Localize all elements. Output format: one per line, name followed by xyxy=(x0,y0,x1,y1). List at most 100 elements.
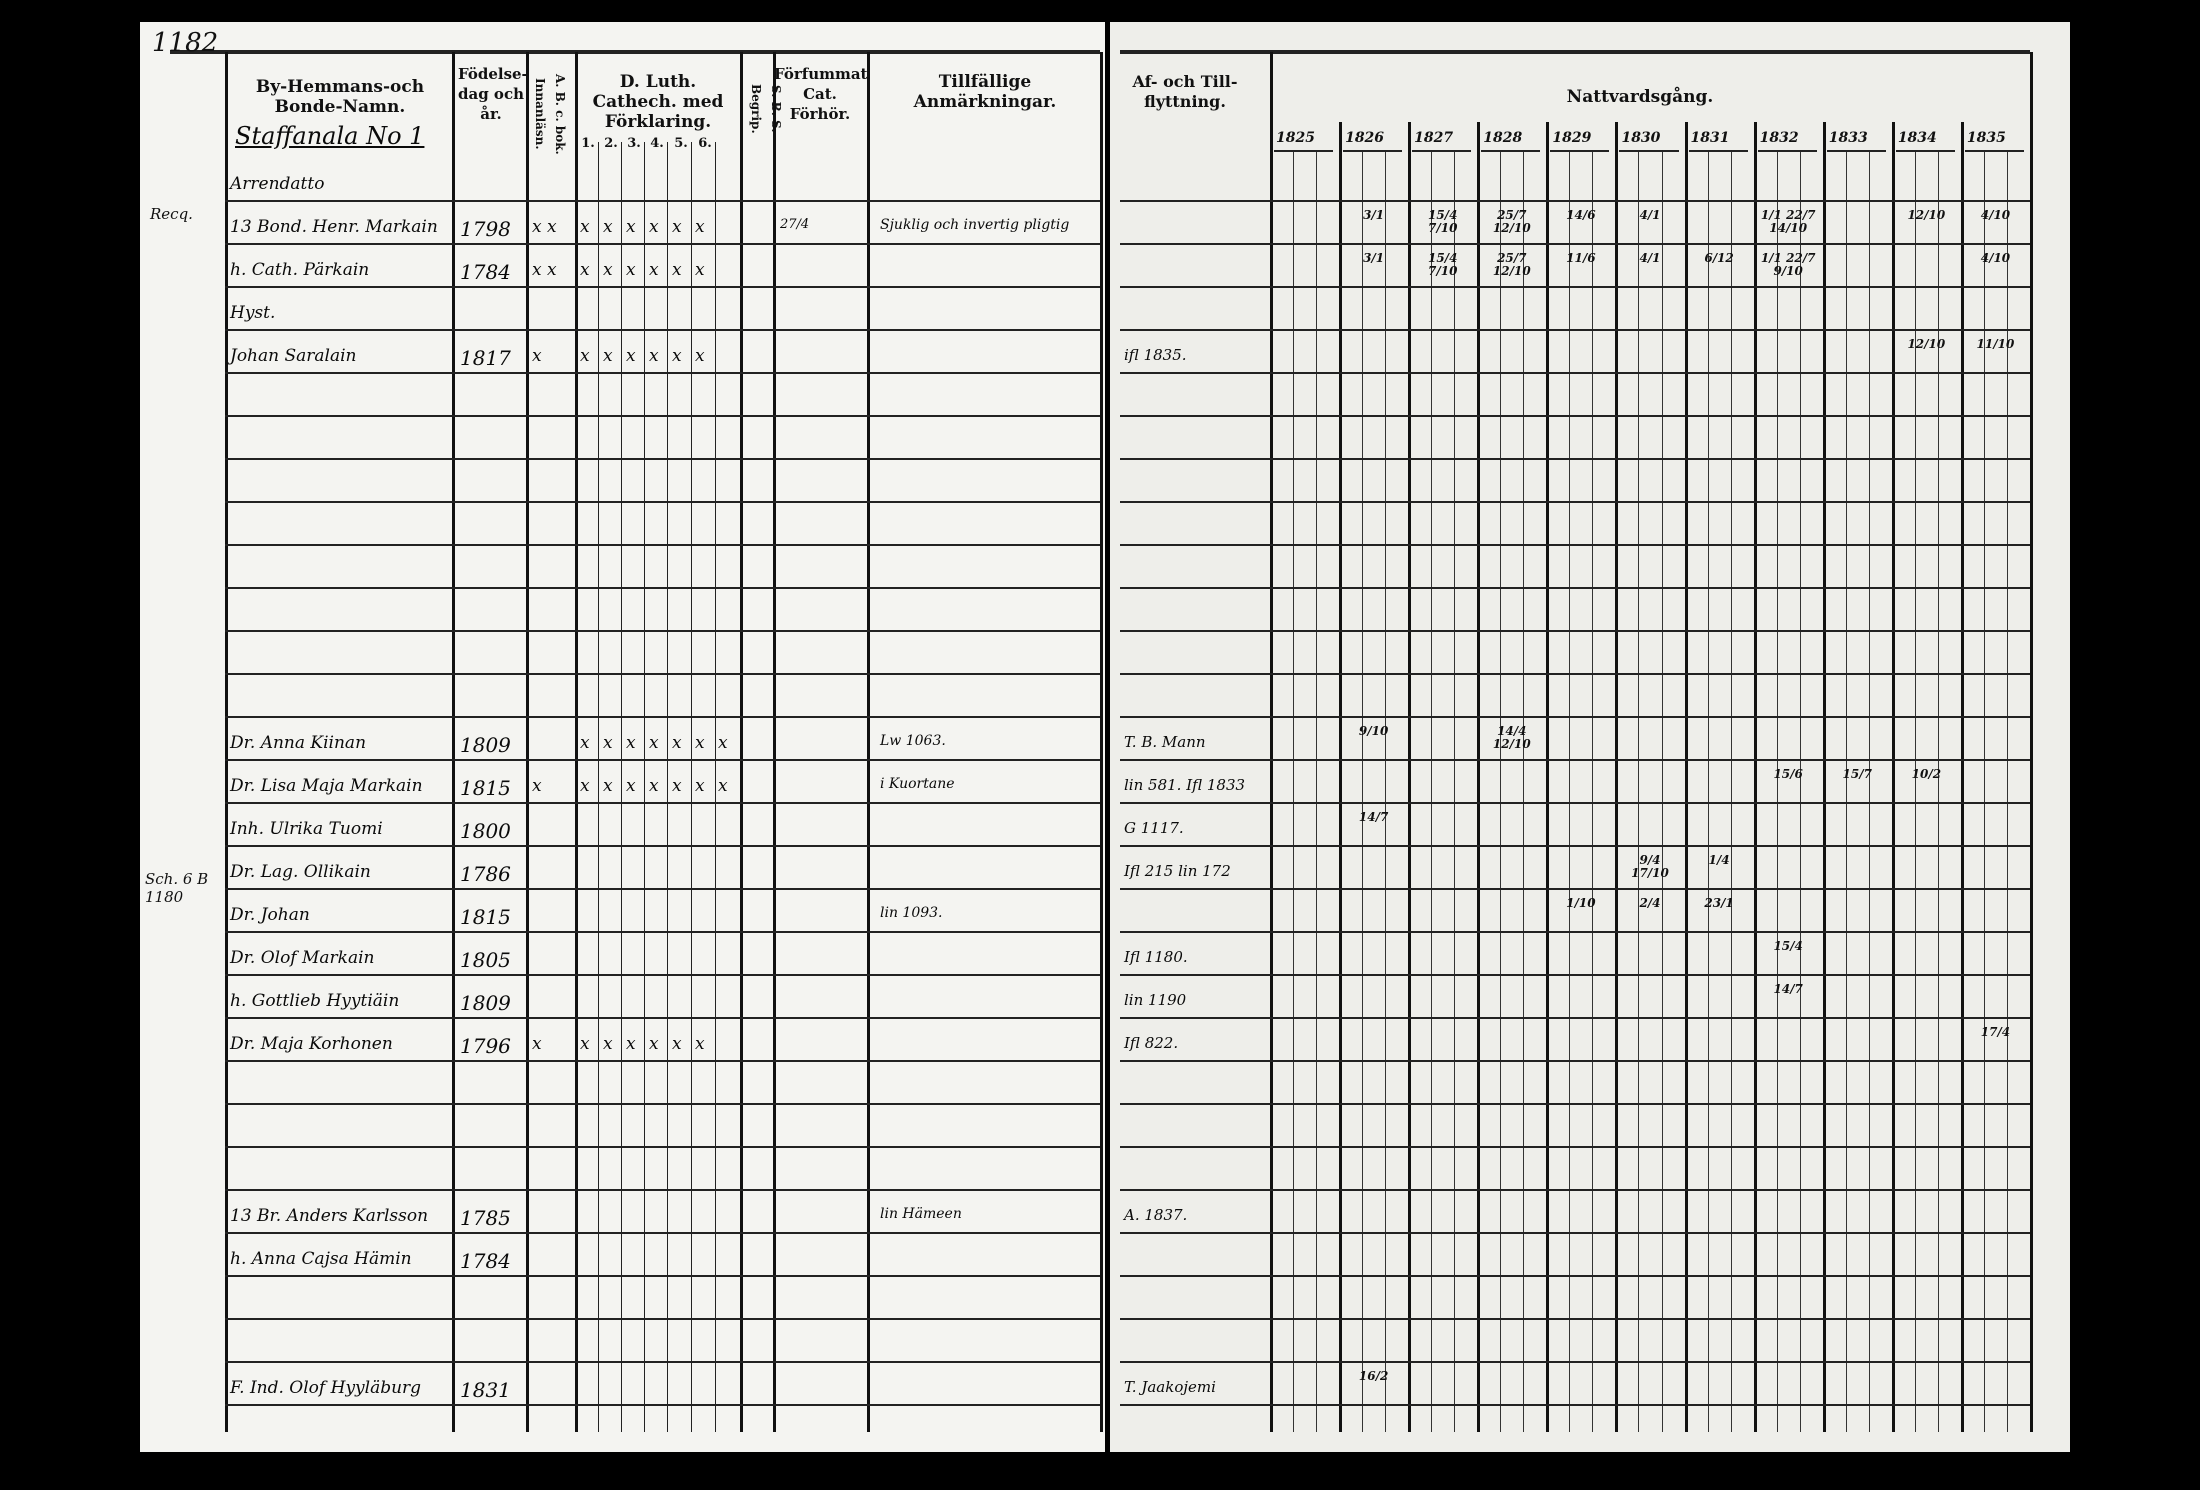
remark: Sjuklig och invertig pligtig xyxy=(880,217,1070,233)
header-communion: Nattvardsgång. xyxy=(1566,87,1714,107)
row-rule xyxy=(1120,716,2030,718)
year-label: 1827 xyxy=(1414,130,1454,146)
year-label: 1828 xyxy=(1483,130,1523,146)
communion-date: 15/6 xyxy=(1773,767,1803,781)
row-rule xyxy=(225,888,1100,890)
year-rule xyxy=(1822,122,1826,1432)
sub-rule xyxy=(1638,152,1640,1432)
person-name: Dr. Olof Markain xyxy=(230,948,375,968)
year-rule xyxy=(1753,122,1757,1432)
abc-mark: x xyxy=(532,1034,542,1054)
communion-date: 17/4 xyxy=(1980,1025,2011,1039)
right-page: Af- och Till-flyttning. Nattvardsgång. 1… xyxy=(1110,22,2070,1452)
row-rule xyxy=(225,544,1100,546)
row-rule xyxy=(1120,845,2030,847)
sub-rule xyxy=(644,142,645,1432)
abc-mark: x xyxy=(532,776,542,796)
communion-date: 9/4 17/10 xyxy=(1631,853,1669,880)
communion-date: 6/12 xyxy=(1704,251,1734,265)
row-rule xyxy=(1120,415,2030,417)
column-rule xyxy=(773,52,776,1432)
row-rule xyxy=(225,415,1100,417)
sub-rule xyxy=(715,142,716,1432)
row-rule xyxy=(225,1318,1100,1320)
sub-rule xyxy=(1707,152,1709,1432)
communion-date: 14/7 xyxy=(1773,982,1803,996)
column-rule xyxy=(2030,52,2033,1432)
row-rule xyxy=(1120,1404,2030,1406)
row-rule xyxy=(225,1103,1100,1105)
sub-rule xyxy=(1592,152,1594,1432)
person-name: h. Gottlieb Hyytiäin xyxy=(230,991,400,1011)
birth-year: 1815 xyxy=(460,905,511,929)
year-underline xyxy=(1757,150,1817,152)
person-name: Dr. Anna Kiinan xyxy=(230,733,367,753)
row-rule xyxy=(1120,974,2030,976)
header-rule xyxy=(170,50,1100,54)
person-name: Dr. Johan xyxy=(230,905,310,925)
row-rule xyxy=(225,1361,1100,1363)
year-underline xyxy=(1274,150,1334,152)
header-remarks: Tillfällige Anmärkningar. xyxy=(913,72,1057,112)
communion-date: 11/10 xyxy=(1976,337,2015,351)
row-rule xyxy=(1120,501,2030,503)
sub-rule xyxy=(667,142,668,1432)
column-rule xyxy=(740,52,743,1432)
column-rule xyxy=(867,52,870,1432)
year-label: 1835 xyxy=(1966,130,2006,146)
row-rule xyxy=(225,1017,1100,1019)
abc-mark: x x xyxy=(532,260,557,280)
row-rule xyxy=(225,1404,1100,1406)
communion-date: 11/6 xyxy=(1566,251,1596,265)
row-rule xyxy=(1120,1318,2030,1320)
row-rule xyxy=(1120,1275,2030,1277)
row-rule xyxy=(225,1189,1100,1191)
person-name: Dr. Lag. Ollikain xyxy=(230,862,371,882)
person-name: Johan Saralain xyxy=(230,346,357,366)
row-rule xyxy=(225,716,1100,718)
person-name: Dr. Maja Korhonen xyxy=(230,1034,393,1054)
communion-date: 4/10 xyxy=(1980,251,2011,265)
person-name: h. Cath. Pärkain xyxy=(230,260,370,280)
communion-date: 4/1 xyxy=(1639,251,1661,265)
row-rule xyxy=(225,1275,1100,1277)
sub-rule xyxy=(598,142,599,1432)
communion-date: 15/4 xyxy=(1773,939,1803,953)
sub-rule xyxy=(1385,152,1387,1432)
row-rule xyxy=(1120,931,2030,933)
communion-date: 4/10 xyxy=(1980,208,2011,222)
sub-rule xyxy=(1937,152,1939,1432)
row-rule xyxy=(225,630,1100,632)
year-label: 1825 xyxy=(1276,130,1315,146)
communion-date: 4/1 xyxy=(1639,208,1661,222)
sub-rule xyxy=(1983,152,1985,1432)
birth-year: 1817 xyxy=(460,346,511,370)
year-label: 1831 xyxy=(1690,130,1730,146)
catechism-part-label: 2. xyxy=(604,136,618,151)
communion-date: 25/7 12/10 xyxy=(1492,208,1531,235)
abc-mark: x xyxy=(532,346,542,366)
communion-date: 3/1 xyxy=(1363,208,1385,222)
year-label: 1829 xyxy=(1552,130,1592,146)
birth-year: 1786 xyxy=(460,862,511,886)
year-label: 1830 xyxy=(1621,130,1661,146)
row-rule xyxy=(1120,458,2030,460)
communion-date: 1/10 xyxy=(1566,896,1596,910)
margin-note: Recq. xyxy=(150,205,193,223)
birth-year: 1805 xyxy=(460,948,511,972)
birth-year: 1815 xyxy=(460,776,511,800)
column-rule xyxy=(1270,52,1273,1432)
year-rule xyxy=(1891,122,1895,1432)
communion-date: 23/1 xyxy=(1704,896,1734,910)
communion-date: 1/1 22/7 14/10 xyxy=(1760,208,1816,235)
year-rule xyxy=(1546,122,1550,1432)
catechism-part-label: 1. xyxy=(581,136,595,151)
row-rule xyxy=(225,243,1100,245)
header-catechism: D. Luth. Cathech. med Förklaring. xyxy=(592,72,724,132)
year-rule xyxy=(1408,122,1412,1432)
row-rule xyxy=(225,845,1100,847)
move-note: ifl 1835. xyxy=(1124,346,1187,364)
sub-rule xyxy=(1868,152,1870,1432)
header-birth: Födelse-dag och år. xyxy=(458,65,528,123)
sub-rule xyxy=(691,142,692,1432)
